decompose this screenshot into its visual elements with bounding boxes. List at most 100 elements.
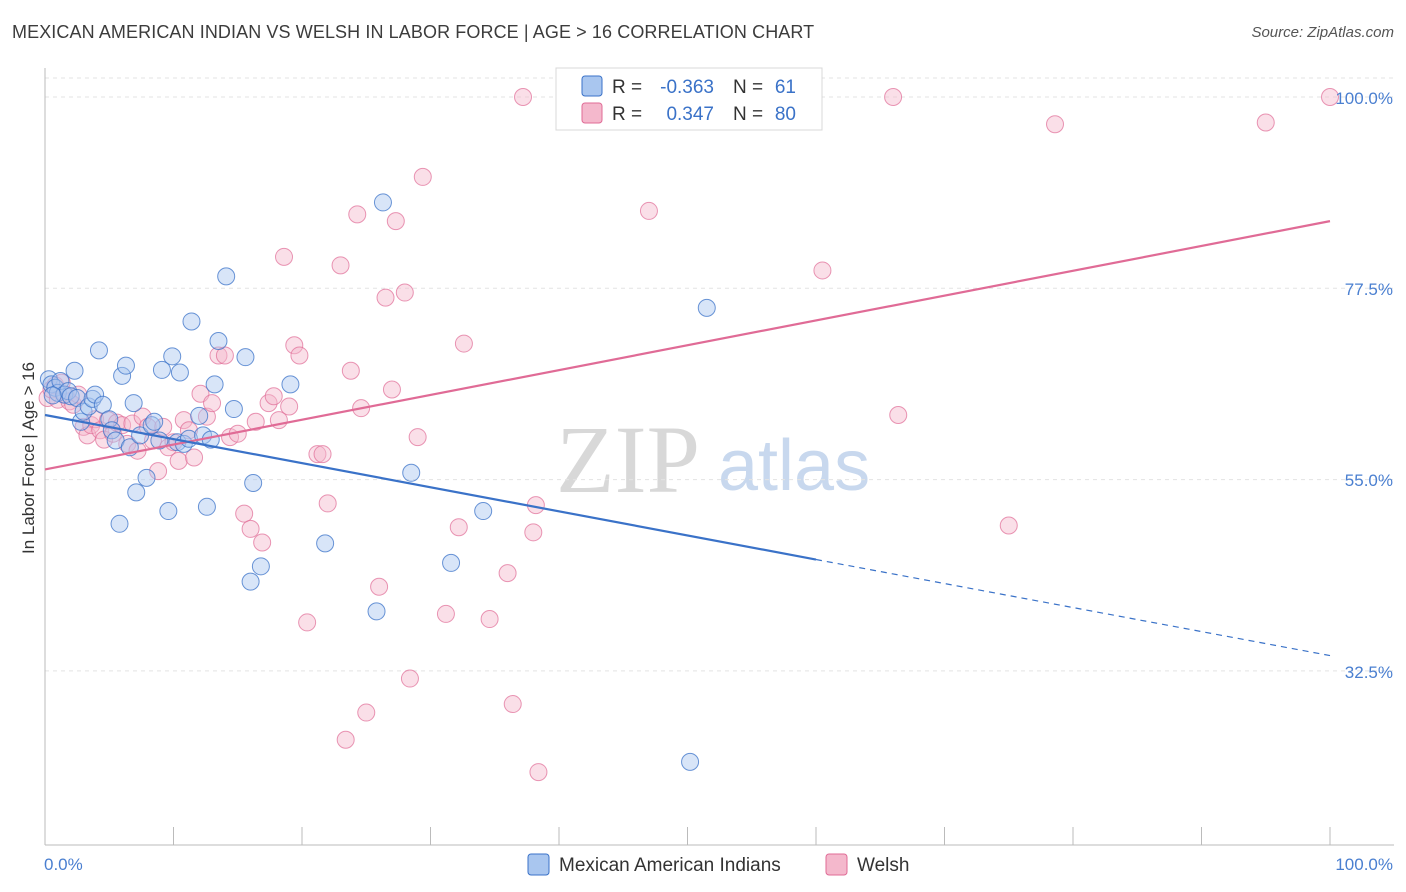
- bottom-legend-swatch-blue: [527, 853, 550, 876]
- welsh-point: [889, 405, 908, 424]
- welsh-point: [203, 394, 222, 413]
- legend-n-label-1: N =: [733, 77, 768, 98]
- welsh-point: [370, 577, 389, 596]
- mexican-american-indian-point: [241, 572, 260, 591]
- mexican-american-indian-point: [209, 332, 228, 351]
- welsh-point: [154, 417, 173, 436]
- welsh-point: [264, 387, 283, 406]
- mexican-american-indian-point: [116, 356, 135, 375]
- y-tick-label-77-5: 77.5%: [1345, 280, 1393, 299]
- mexican-american-indian-point: [244, 474, 263, 493]
- mexican-american-indian-point: [159, 502, 178, 521]
- welsh-point: [241, 519, 260, 538]
- legend-swatch-blue: [581, 75, 603, 97]
- welsh-point: [290, 346, 309, 365]
- correlation-legend: R = -0.363 N = 61 R = 0.347 N = 80: [555, 67, 823, 131]
- mexican-american-indian-point: [43, 386, 62, 405]
- mexican-american-indian-point: [367, 602, 386, 621]
- mexican-american-indian-point: [145, 412, 164, 431]
- mexican-american-indian-point: [142, 416, 161, 435]
- mexican-american-indian-point: [205, 375, 224, 394]
- y-tick-label-55: 55.0%: [1345, 471, 1393, 490]
- trend-lines: [44, 220, 1331, 657]
- welsh-point: [639, 201, 658, 220]
- y-tick-label-32-5: 32.5%: [1345, 663, 1393, 682]
- mexican-american-indian-point: [251, 557, 270, 576]
- mexican-american-indian-point: [236, 348, 255, 367]
- welsh-point: [449, 518, 468, 537]
- legend-r-value-2: 0.347: [666, 104, 714, 125]
- welsh-point: [480, 610, 499, 629]
- y-tick-label-100: 100.0%: [1335, 89, 1393, 108]
- welsh-point: [400, 669, 419, 688]
- welsh-point: [813, 261, 832, 280]
- mexican-american-indian-point: [316, 534, 335, 553]
- welsh-point: [436, 604, 455, 623]
- mexican-american-indian-point: [170, 363, 189, 382]
- welsh-point: [348, 205, 367, 224]
- mexican-american-indian-point: [190, 406, 209, 425]
- legend-r-label-1: R =: [612, 77, 647, 98]
- welsh-point: [382, 380, 401, 399]
- mexican-american-indian-point: [402, 463, 421, 482]
- mexican-american-indian-point: [182, 312, 201, 331]
- mexican-american-indian-point: [51, 371, 70, 390]
- welsh-point: [341, 361, 360, 380]
- welsh-point: [253, 533, 272, 552]
- mexican-american-indian-point: [61, 387, 80, 406]
- welsh-point: [454, 334, 473, 353]
- welsh-point: [408, 428, 427, 447]
- mexican-american-indian-point: [124, 394, 143, 413]
- welsh-point: [318, 494, 337, 513]
- mexican-american-indian-point: [127, 483, 146, 502]
- welsh-point: [386, 212, 405, 231]
- welsh-point: [336, 730, 355, 749]
- welsh-point: [313, 445, 332, 464]
- welsh-point: [395, 283, 414, 302]
- welsh-point: [498, 564, 517, 583]
- welsh-point: [357, 703, 376, 722]
- legend-swatch-pink: [581, 102, 603, 124]
- welsh-point: [1321, 88, 1339, 106]
- chart-title: MEXICAN AMERICAN INDIAN VS WELSH IN LABO…: [12, 22, 815, 42]
- mexican-american-indian-point: [86, 385, 105, 404]
- mexican-american-indian-point: [163, 347, 182, 366]
- mexican-american-indian-trend-extension: [815, 558, 1331, 657]
- watermark-atlas: atlas: [718, 426, 870, 506]
- x-tick-label-left: 0.0%: [44, 855, 83, 874]
- legend-r-value-1: -0.363: [660, 77, 714, 98]
- welsh-point: [169, 451, 188, 470]
- welsh-point: [235, 504, 254, 523]
- bottom-legend-swatch-pink: [825, 853, 848, 876]
- mexican-american-indian-point: [110, 514, 129, 533]
- welsh-point: [1256, 113, 1275, 132]
- welsh-point: [280, 397, 299, 416]
- mexican-american-indian-point: [137, 468, 156, 487]
- welsh-point: [209, 346, 228, 365]
- mexican-american-indian-point: [681, 752, 700, 771]
- welsh-point: [503, 695, 522, 714]
- mexican-american-indian-point: [224, 400, 243, 419]
- welsh-point: [246, 412, 265, 431]
- source-credit: Source: ZipAtlas.com: [1251, 24, 1394, 41]
- welsh-point: [285, 336, 304, 355]
- mexican-american-indian-point: [474, 502, 493, 521]
- welsh-point: [185, 448, 204, 467]
- mexican-american-indian-point: [152, 360, 171, 379]
- watermark-zip: ZIP: [556, 406, 700, 513]
- x-tick-marks: [44, 827, 1331, 845]
- legend-n-value-2: 80: [775, 104, 796, 125]
- welsh-point: [149, 462, 168, 481]
- legend-n-value-1: 61: [775, 77, 796, 98]
- series-legend: Mexican American Indians Welsh: [527, 853, 909, 876]
- welsh-point: [514, 88, 533, 106]
- y-axis-title: In Labor Force | Age > 16: [19, 362, 38, 554]
- welsh-points: [38, 88, 1339, 782]
- welsh-point: [331, 256, 350, 275]
- mexican-american-indian-point: [74, 402, 93, 421]
- welsh-point: [376, 288, 395, 307]
- bottom-legend-label-pink: Welsh: [857, 855, 909, 876]
- welsh-point: [197, 407, 216, 426]
- legend-n-label-2: N =: [733, 104, 768, 125]
